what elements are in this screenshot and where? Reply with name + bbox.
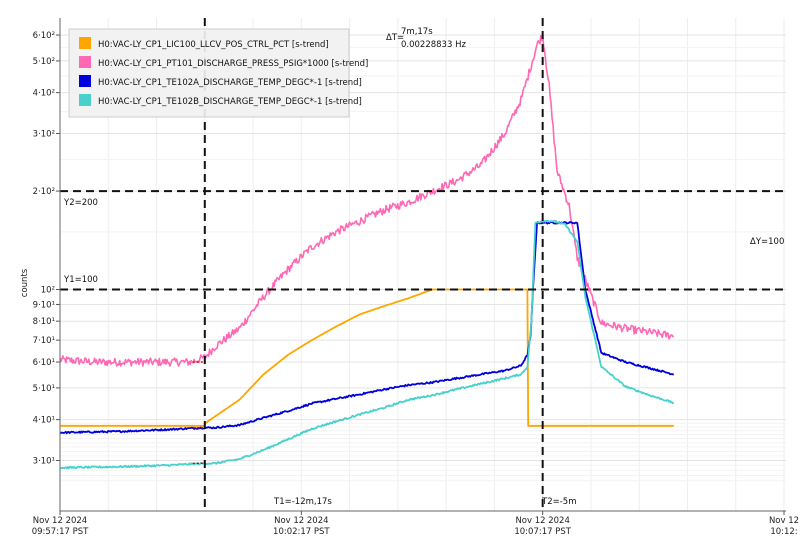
y-tick-label: 8·10¹ bbox=[33, 317, 55, 327]
x-tick-date: Nov 12 2024 bbox=[515, 516, 569, 526]
legend-swatch-llcv bbox=[79, 37, 91, 49]
series-line-3 bbox=[59, 219, 675, 470]
axis-layer: 3·10¹ 4·10¹ 5·10¹ 6·10¹ 7·10¹ 8·10¹ 9·10¹ 10² 2·… bbox=[32, 18, 799, 537]
y-tick-label: 5·10¹ bbox=[33, 384, 55, 394]
x-tick-time: 10:07:17 PST bbox=[514, 527, 571, 537]
y-tick-label: 4·10² bbox=[33, 89, 55, 99]
series-line-0 bbox=[60, 288, 674, 427]
y2-label: Y2=200 bbox=[63, 198, 98, 208]
delta-f-value: 0.00228833 Hz bbox=[401, 40, 466, 50]
y-tick-label: 3·10¹ bbox=[33, 456, 55, 466]
y1-label: Y1=100 bbox=[63, 275, 98, 285]
y-tick-label: 9·10¹ bbox=[33, 300, 55, 310]
y-tick-label: 2·10² bbox=[33, 187, 55, 197]
x-tick-time: 10:02:17 PST bbox=[273, 527, 330, 537]
legend-swatch-te102a bbox=[79, 75, 91, 87]
y-tick-label: 10² bbox=[41, 286, 55, 296]
legend: H0:VAC-LY_CP1_LIC100_LLCV_POS_CTRL_PCT [… bbox=[68, 28, 368, 118]
series-layer bbox=[59, 33, 675, 470]
y-tick-label: 3·10² bbox=[33, 129, 55, 139]
legend-entry-pt101: H0:VAC-LY_CP1_PT101_DISCHARGE_PRESS_PSIG… bbox=[98, 59, 368, 69]
x-tick-time: 09:57:17 PST bbox=[32, 527, 89, 537]
delta-t-value: 7m,17s bbox=[401, 27, 433, 37]
y-tick-label: 5·10² bbox=[33, 57, 55, 67]
y-tick-label: 6·10² bbox=[33, 31, 55, 41]
y-tick-label: 4·10¹ bbox=[33, 416, 55, 426]
x-tick-date: Nov 12 2024 bbox=[33, 516, 87, 526]
x-tick-date: Nov 12 2024 bbox=[274, 516, 328, 526]
legend-entry-te102b: H0:VAC-LY_CP1_TE102B_DISCHARGE_TEMP_DEGC… bbox=[98, 97, 362, 107]
delta-t-label: ΔT= bbox=[386, 33, 404, 43]
x-tick-time: 10:12: bbox=[770, 527, 797, 537]
y-tick-label: 6·10¹ bbox=[33, 358, 55, 368]
legend-entry-te102a: H0:VAC-LY_CP1_TE102A_DISCHARGE_TEMP_DEGC… bbox=[98, 78, 362, 88]
t1-label: T1=-12m,17s bbox=[273, 497, 332, 507]
y-axis-label: counts bbox=[20, 268, 30, 297]
x-tick-date: Nov 12 bbox=[769, 516, 799, 526]
series-line-2 bbox=[59, 221, 674, 435]
legend-box bbox=[68, 28, 350, 118]
y-tick-label: 7·10¹ bbox=[33, 336, 55, 346]
delta-y-label: ΔY=100 bbox=[750, 237, 784, 247]
legend-swatch-te102b bbox=[79, 94, 91, 106]
t2-label: T2=-5m bbox=[541, 497, 576, 507]
legend-swatch-pt101 bbox=[79, 56, 91, 68]
legend-entry-llcv: H0:VAC-LY_CP1_LIC100_LLCV_POS_CTRL_PCT [… bbox=[98, 40, 329, 50]
